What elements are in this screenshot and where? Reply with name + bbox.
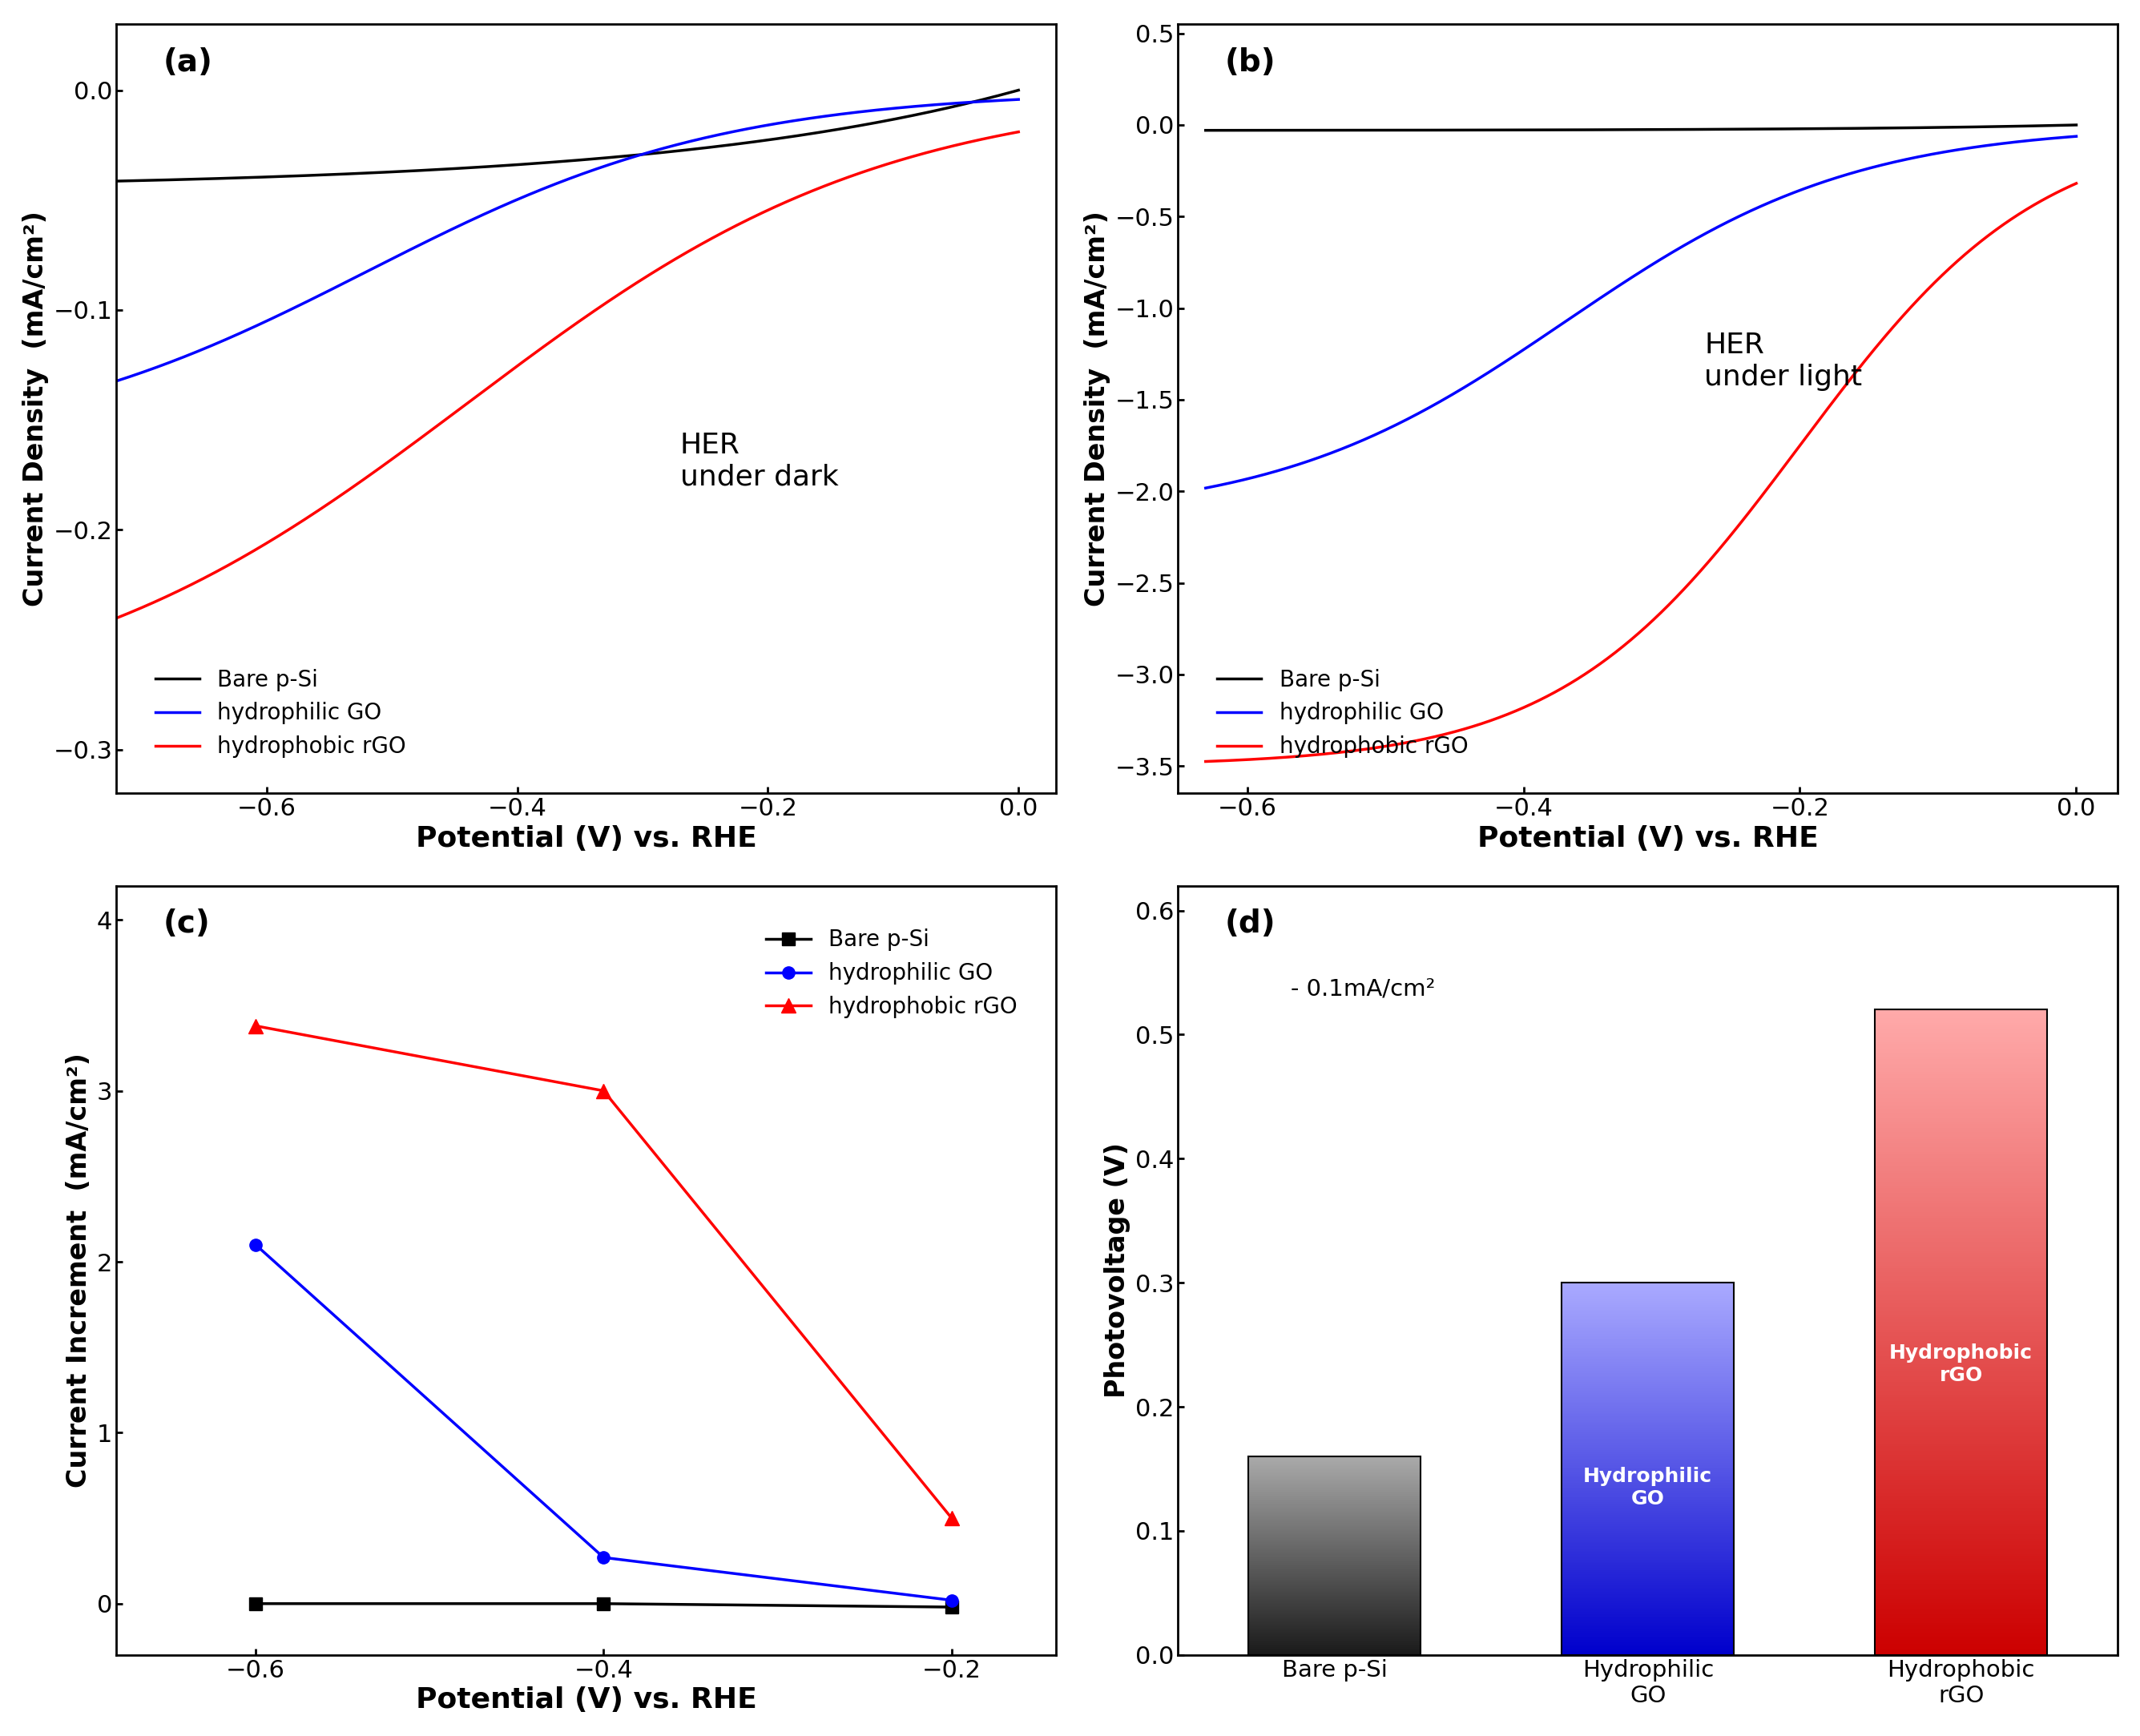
hydrophilic GO	[158, 351, 184, 372]
Bare p-Si	[939, 1597, 965, 1618]
Bar	[1875, 1010, 2048, 1654]
Bare p-Si	[1192, 120, 1218, 141]
hydrophobic rGO	[1192, 752, 1218, 773]
X-axis label: Potential (V) vs. RHE: Potential (V) vs. RHE	[1477, 825, 1819, 852]
Y-axis label: Photovoltage (V): Photovoltage (V)	[1104, 1142, 1130, 1397]
Bare p-Si	[591, 1594, 616, 1614]
Bare p-Si	[1943, 116, 1969, 137]
Text: HER
under light: HER under light	[1703, 332, 1862, 391]
hydrophobic rGO	[242, 1016, 268, 1036]
X-axis label: Potential (V) vs. RHE: Potential (V) vs. RHE	[415, 1686, 758, 1713]
Bare p-Si	[1748, 118, 1774, 139]
Line: hydrophobic rGO: hydrophobic rGO	[248, 1019, 959, 1526]
hydrophobic rGO	[1748, 488, 1774, 509]
Line: hydrophobic rGO: hydrophobic rGO	[1205, 184, 2076, 762]
hydrophilic GO	[1748, 196, 1774, 217]
Bare p-Si	[627, 144, 653, 165]
Text: (c): (c)	[163, 908, 210, 939]
Bare p-Si	[678, 139, 704, 160]
Line: hydrophobic rGO: hydrophobic rGO	[116, 132, 1019, 618]
hydrophobic rGO	[591, 1080, 616, 1101]
hydrophilic GO	[1943, 139, 1969, 160]
Bare p-Si	[1699, 120, 1725, 141]
hydrophilic GO	[1006, 89, 1031, 109]
hydrophobic rGO	[1006, 122, 1031, 142]
Legend: Bare p-Si, hydrophilic GO, hydrophobic rGO: Bare p-Si, hydrophilic GO, hydrophobic r…	[1207, 660, 1477, 767]
Y-axis label: Current Density  (mA/cm²): Current Density (mA/cm²)	[21, 212, 49, 606]
Bare p-Si	[788, 125, 813, 146]
Line: Bare p-Si: Bare p-Si	[1205, 125, 2076, 130]
Text: Hydrophobic
rGO: Hydrophobic rGO	[1890, 1344, 2033, 1385]
Bar	[1248, 1457, 1421, 1654]
Legend: Bare p-Si, hydrophilic GO, hydrophobic rGO: Bare p-Si, hydrophilic GO, hydrophobic r…	[758, 920, 1027, 1028]
hydrophilic GO	[1192, 477, 1218, 498]
hydrophobic rGO	[1245, 748, 1271, 769]
hydrophobic rGO	[1853, 349, 1879, 370]
Legend: Bare p-Si, hydrophilic GO, hydrophobic rGO: Bare p-Si, hydrophilic GO, hydrophobic r…	[146, 660, 415, 767]
Text: (d): (d)	[1224, 908, 1275, 939]
Bare p-Si	[242, 1594, 268, 1614]
Bare p-Si	[651, 142, 676, 163]
Text: (a): (a)	[163, 47, 212, 78]
Bare p-Si	[1853, 118, 1879, 139]
hydrophobic rGO	[103, 608, 128, 628]
Bare p-Si	[1721, 118, 1746, 139]
Bare p-Si	[880, 109, 905, 130]
hydrophobic rGO	[158, 583, 184, 604]
hydrophobic rGO	[939, 1509, 965, 1529]
Text: Hydrophilic
GO: Hydrophilic GO	[1584, 1467, 1712, 1509]
Bare p-Si	[103, 170, 128, 191]
hydrophobic rGO	[2063, 174, 2089, 194]
hydrophobic rGO	[1721, 521, 1746, 542]
Bare p-Si	[158, 170, 184, 191]
Line: Bare p-Si: Bare p-Si	[250, 1597, 959, 1613]
Bare p-Si	[1006, 80, 1031, 101]
hydrophobic rGO	[1943, 252, 1969, 273]
hydrophilic GO	[788, 109, 813, 130]
hydrophilic GO	[103, 372, 128, 392]
hydrophobic rGO	[788, 186, 813, 207]
hydrophilic GO	[591, 1547, 616, 1568]
Text: (b): (b)	[1224, 47, 1275, 78]
hydrophilic GO	[939, 1590, 965, 1611]
Y-axis label: Current Increment  (mA/cm²): Current Increment (mA/cm²)	[66, 1052, 92, 1488]
hydrophilic GO	[678, 130, 704, 151]
hydrophilic GO	[1853, 158, 1879, 179]
Bare p-Si	[1245, 120, 1271, 141]
Bar	[1562, 1283, 1733, 1654]
hydrophilic GO	[880, 97, 905, 118]
hydrophilic GO	[1721, 208, 1746, 229]
Line: hydrophilic GO: hydrophilic GO	[250, 1238, 959, 1606]
hydrophilic GO	[2063, 127, 2089, 148]
Text: HER
under dark: HER under dark	[681, 432, 839, 491]
X-axis label: Potential (V) vs. RHE: Potential (V) vs. RHE	[415, 825, 758, 852]
Bare p-Si	[2063, 115, 2089, 135]
hydrophobic rGO	[1699, 549, 1725, 569]
hydrophilic GO	[1699, 220, 1725, 241]
hydrophobic rGO	[627, 271, 653, 292]
hydrophilic GO	[651, 137, 676, 158]
Text: - 0.1mA/cm²: - 0.1mA/cm²	[1290, 977, 1436, 1000]
Line: hydrophilic GO: hydrophilic GO	[1205, 137, 2076, 488]
hydrophilic GO	[1245, 465, 1271, 486]
hydrophobic rGO	[651, 255, 676, 276]
hydrophilic GO	[627, 144, 653, 165]
Line: Bare p-Si: Bare p-Si	[116, 90, 1019, 181]
Y-axis label: Current Density  (mA/cm²): Current Density (mA/cm²)	[1083, 212, 1111, 606]
Line: hydrophilic GO: hydrophilic GO	[116, 99, 1019, 382]
hydrophobic rGO	[678, 240, 704, 260]
hydrophobic rGO	[880, 151, 905, 172]
hydrophilic GO	[242, 1234, 268, 1255]
